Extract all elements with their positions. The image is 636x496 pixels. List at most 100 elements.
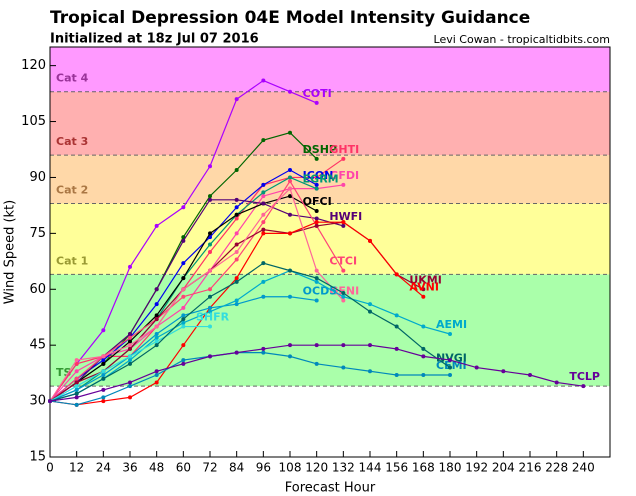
y-tick-label: 45: [29, 338, 46, 353]
data-point: [288, 231, 292, 236]
data-point: [208, 164, 212, 169]
data-point: [261, 194, 266, 199]
x-tick-label: 228: [545, 461, 568, 475]
data-point: [101, 395, 106, 400]
data-point: [181, 313, 186, 318]
data-point: [234, 350, 239, 355]
data-point: [234, 257, 239, 262]
data-point: [288, 168, 292, 172]
data-point: [288, 343, 292, 348]
series-label: NVGI: [436, 352, 467, 365]
data-point: [554, 380, 559, 385]
data-point: [314, 186, 319, 191]
data-point: [314, 361, 319, 366]
data-point: [341, 343, 346, 348]
data-point: [74, 384, 79, 389]
series-label: COTI: [303, 87, 332, 100]
data-point: [208, 305, 212, 310]
data-point: [261, 261, 266, 266]
y-tick-label: 15: [29, 450, 46, 465]
x-tick-label: 216: [519, 461, 542, 475]
data-point: [128, 264, 132, 269]
data-point: [234, 276, 239, 281]
data-point: [101, 328, 106, 333]
data-point: [128, 395, 132, 400]
data-point: [154, 380, 159, 385]
data-point: [261, 190, 266, 195]
data-point: [341, 268, 346, 273]
data-point: [181, 276, 186, 281]
data-point: [234, 212, 239, 217]
x-tick-label: 144: [359, 461, 382, 475]
data-point: [314, 175, 319, 180]
band-label: Cat 3: [56, 135, 88, 148]
data-point: [234, 231, 239, 236]
data-point: [181, 235, 186, 240]
data-point: [261, 350, 266, 355]
data-point: [394, 272, 399, 277]
data-point: [314, 298, 319, 303]
y-axis-label: Wind Speed (kt): [3, 200, 18, 304]
series-label: EGRM: [303, 173, 339, 186]
data-point: [234, 279, 239, 284]
data-point: [181, 358, 186, 363]
data-point: [154, 313, 159, 318]
data-point: [74, 387, 79, 392]
data-point: [261, 182, 266, 187]
data-point: [421, 324, 426, 329]
band-label: Cat 2: [56, 184, 88, 197]
data-point: [74, 391, 79, 396]
data-point: [394, 373, 399, 377]
data-point: [74, 358, 79, 363]
data-point: [394, 346, 399, 351]
x-tick-label: 240: [572, 461, 595, 475]
data-point: [501, 369, 506, 374]
data-point: [288, 212, 292, 217]
data-point: [341, 156, 346, 161]
data-point: [128, 380, 132, 385]
series-label: OFCI: [303, 195, 332, 208]
data-point: [128, 361, 132, 366]
band-label: Cat 4: [56, 72, 89, 85]
data-point: [368, 343, 372, 348]
data-point: [288, 186, 292, 191]
data-point: [101, 399, 106, 404]
series-label: TCLP: [569, 370, 600, 383]
series-label: CTCI: [329, 255, 357, 268]
data-point: [208, 268, 212, 273]
series-label: HWFI: [329, 210, 362, 223]
data-point: [528, 373, 532, 377]
data-point: [181, 361, 186, 366]
data-point: [208, 197, 212, 202]
data-point: [421, 354, 426, 359]
data-point: [394, 313, 399, 318]
data-point: [101, 376, 106, 381]
x-tick-label: 156: [385, 461, 408, 475]
data-point: [288, 130, 292, 135]
x-tick-label: 120: [305, 461, 328, 475]
series-label: DSHP: [303, 143, 337, 156]
data-point: [421, 373, 426, 377]
data-point: [421, 294, 426, 299]
data-point: [208, 194, 212, 199]
data-point: [181, 305, 186, 310]
data-point: [181, 205, 186, 210]
data-point: [341, 291, 346, 295]
data-point: [128, 358, 132, 363]
data-point: [341, 365, 346, 370]
data-point: [368, 309, 372, 314]
y-tick-label: 60: [29, 282, 46, 297]
data-point: [208, 324, 212, 329]
data-point: [234, 302, 239, 307]
data-point: [448, 332, 452, 336]
data-point: [101, 369, 106, 374]
data-point: [314, 209, 319, 213]
series-line: [49, 269, 451, 402]
data-point: [448, 365, 452, 370]
data-point: [101, 358, 106, 363]
data-point: [74, 380, 79, 385]
data-point: [288, 294, 292, 299]
data-point: [181, 343, 186, 348]
data-point: [74, 369, 79, 374]
x-tick-label: 48: [149, 461, 164, 475]
